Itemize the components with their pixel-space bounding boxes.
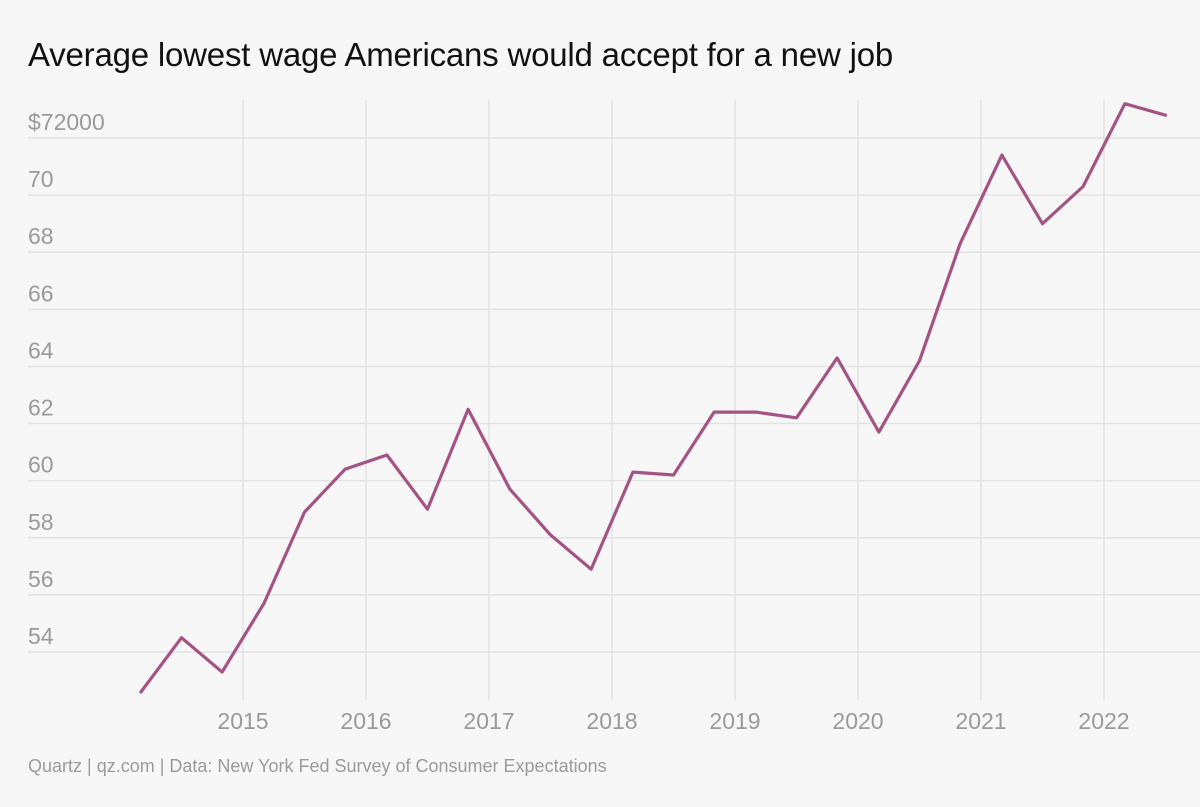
y-tick-label: 58 xyxy=(28,509,54,535)
y-tick-label: $72000 xyxy=(28,109,105,135)
x-tick-label: 2016 xyxy=(340,708,391,734)
gridlines xyxy=(28,100,1200,700)
y-tick-label: 70 xyxy=(28,166,54,192)
y-tick-label: 66 xyxy=(28,280,54,306)
x-tick-label: 2020 xyxy=(832,708,883,734)
x-tick-label: 2021 xyxy=(955,708,1006,734)
x-tick-label: 2015 xyxy=(217,708,268,734)
x-tick-label: 2018 xyxy=(586,708,637,734)
y-tick-label: 68 xyxy=(28,223,54,249)
x-tick-label: 2022 xyxy=(1078,708,1129,734)
y-tick-label: 54 xyxy=(28,623,54,649)
y-tick-label: 62 xyxy=(28,395,54,421)
chart-title: Average lowest wage Americans would acce… xyxy=(28,36,894,73)
series-line xyxy=(139,102,1168,694)
x-tick-label: 2019 xyxy=(709,708,760,734)
y-tick-label: 64 xyxy=(28,337,54,363)
x-tick-label: 2017 xyxy=(463,708,514,734)
y-tick-label: 60 xyxy=(28,452,54,478)
y-tick-label: 56 xyxy=(28,566,54,592)
series-layer xyxy=(139,102,1168,694)
source-note: Quartz | qz.com | Data: New York Fed Sur… xyxy=(28,756,607,776)
x-axis-ticks: 2015 2016 2017 2018 2019 2020 2021 2022 xyxy=(217,708,1129,734)
y-axis-ticks: 54 56 58 60 62 64 66 68 70 $72000 xyxy=(28,109,105,649)
